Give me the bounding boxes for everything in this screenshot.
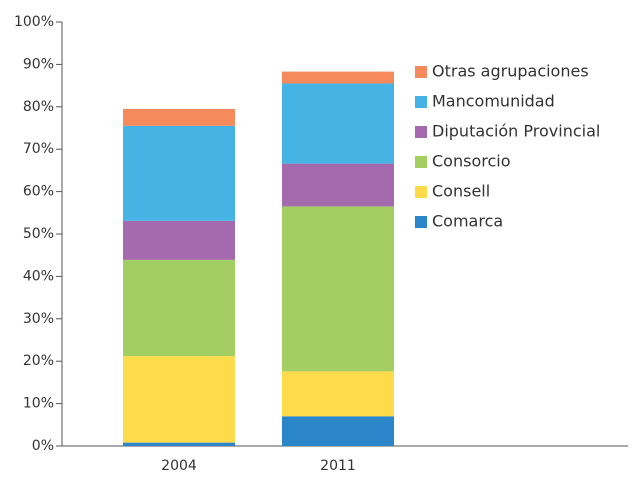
legend-label: Mancomunidad [432, 92, 555, 111]
legend-swatch [415, 96, 427, 108]
y-tick-label: 40% [23, 268, 54, 284]
legend-swatch [415, 216, 427, 228]
legend-label: Diputación Provincial [432, 122, 600, 141]
y-tick-label: 30% [23, 311, 54, 327]
y-tick-label: 100% [14, 14, 54, 30]
bar-segment [282, 83, 394, 164]
legend-swatch [415, 156, 427, 168]
y-tick-label: 10% [23, 396, 54, 412]
legend-swatch [415, 66, 427, 78]
y-tick-label: 50% [23, 226, 54, 242]
bar-segment [123, 442, 235, 446]
legend-label: Otras agrupaciones [432, 62, 589, 81]
y-tick-label: 90% [23, 56, 54, 72]
bar-segment [282, 163, 394, 207]
bar-segment [282, 206, 394, 372]
legend-label: Consorcio [432, 152, 510, 171]
bar-segment [123, 259, 235, 357]
bar-segment [282, 71, 394, 84]
legend-swatch [415, 126, 427, 138]
bar-segment [123, 108, 235, 126]
legend-swatch [415, 186, 427, 198]
bar-segment [123, 220, 235, 260]
bar-segment [282, 371, 394, 417]
y-tick-label: 0% [32, 438, 54, 454]
x-tick-label: 2004 [161, 458, 197, 474]
y-tick-label: 80% [23, 99, 54, 115]
bar-segment [123, 125, 235, 221]
y-tick-label: 70% [23, 141, 54, 157]
bar-segment [123, 356, 235, 443]
legend-label: Consell [432, 182, 490, 201]
y-tick-label: 20% [23, 353, 54, 369]
x-tick-label: 2011 [320, 458, 356, 474]
y-tick-label: 60% [23, 184, 54, 200]
legend-label: Comarca [432, 212, 503, 231]
bar-segment [282, 416, 394, 446]
